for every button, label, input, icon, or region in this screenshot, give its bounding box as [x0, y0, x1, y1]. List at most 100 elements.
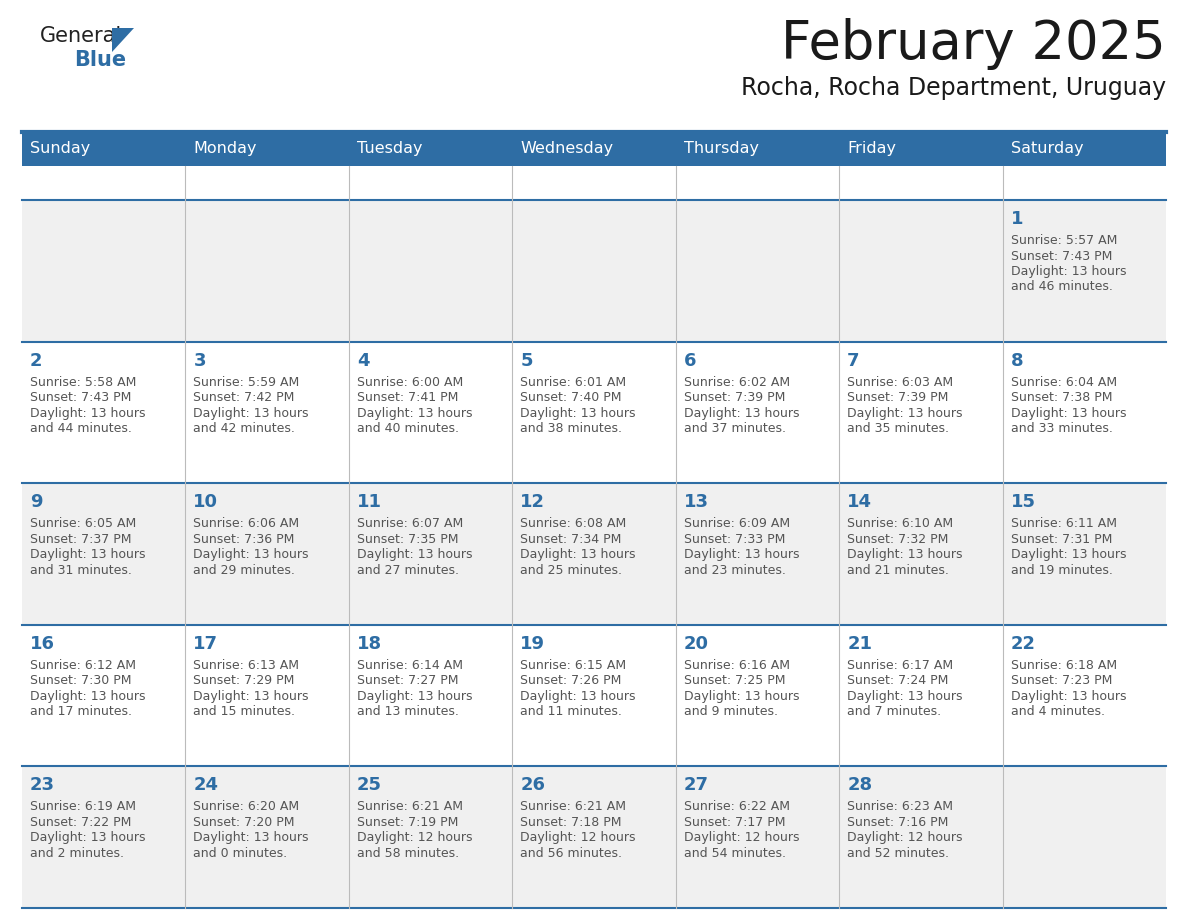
Text: Sunrise: 6:14 AM: Sunrise: 6:14 AM — [356, 659, 463, 672]
Text: Sunset: 7:43 PM: Sunset: 7:43 PM — [1011, 250, 1112, 263]
Text: 22: 22 — [1011, 635, 1036, 653]
Text: Sunset: 7:42 PM: Sunset: 7:42 PM — [194, 391, 295, 404]
Bar — [23, 341, 1165, 483]
Text: Sunrise: 6:06 AM: Sunrise: 6:06 AM — [194, 517, 299, 531]
Text: Rocha, Rocha Department, Uruguay: Rocha, Rocha Department, Uruguay — [741, 76, 1165, 100]
Text: 7: 7 — [847, 352, 860, 370]
Text: Sunrise: 6:01 AM: Sunrise: 6:01 AM — [520, 375, 626, 388]
Text: and 31 minutes.: and 31 minutes. — [30, 564, 132, 577]
Text: 21: 21 — [847, 635, 872, 653]
Text: Daylight: 13 hours: Daylight: 13 hours — [684, 689, 800, 703]
Text: Daylight: 13 hours: Daylight: 13 hours — [194, 407, 309, 420]
Text: and 40 minutes.: and 40 minutes. — [356, 422, 459, 435]
Bar — [23, 625, 1165, 767]
Text: Blue: Blue — [74, 50, 126, 70]
Text: Sunrise: 5:58 AM: Sunrise: 5:58 AM — [30, 375, 137, 388]
Text: and 23 minutes.: and 23 minutes. — [684, 564, 785, 577]
Text: Daylight: 12 hours: Daylight: 12 hours — [847, 832, 962, 845]
Text: 28: 28 — [847, 777, 872, 794]
Text: Sunrise: 6:16 AM: Sunrise: 6:16 AM — [684, 659, 790, 672]
Text: Daylight: 13 hours: Daylight: 13 hours — [30, 832, 145, 845]
Text: Daylight: 13 hours: Daylight: 13 hours — [684, 407, 800, 420]
Text: and 7 minutes.: and 7 minutes. — [847, 705, 941, 718]
Text: Sunrise: 6:12 AM: Sunrise: 6:12 AM — [30, 659, 135, 672]
Text: Friday: Friday — [847, 141, 896, 156]
Text: Daylight: 13 hours: Daylight: 13 hours — [847, 407, 962, 420]
Text: Daylight: 13 hours: Daylight: 13 hours — [520, 548, 636, 561]
Text: Daylight: 13 hours: Daylight: 13 hours — [1011, 407, 1126, 420]
Text: Thursday: Thursday — [684, 141, 759, 156]
Text: Daylight: 13 hours: Daylight: 13 hours — [1011, 689, 1126, 703]
Text: 9: 9 — [30, 493, 43, 511]
Bar — [23, 132, 1165, 166]
Text: and 37 minutes.: and 37 minutes. — [684, 422, 785, 435]
Text: 19: 19 — [520, 635, 545, 653]
Text: Sunset: 7:38 PM: Sunset: 7:38 PM — [1011, 391, 1112, 404]
Text: Daylight: 13 hours: Daylight: 13 hours — [1011, 548, 1126, 561]
Text: Sunset: 7:17 PM: Sunset: 7:17 PM — [684, 816, 785, 829]
Text: Tuesday: Tuesday — [356, 141, 423, 156]
Text: 5: 5 — [520, 352, 532, 370]
Text: Sunset: 7:19 PM: Sunset: 7:19 PM — [356, 816, 459, 829]
Text: Daylight: 13 hours: Daylight: 13 hours — [847, 548, 962, 561]
Text: Sunset: 7:41 PM: Sunset: 7:41 PM — [356, 391, 459, 404]
Text: Sunrise: 6:19 AM: Sunrise: 6:19 AM — [30, 800, 135, 813]
Text: 16: 16 — [30, 635, 55, 653]
Text: Daylight: 13 hours: Daylight: 13 hours — [30, 407, 145, 420]
Text: Sunrise: 6:17 AM: Sunrise: 6:17 AM — [847, 659, 953, 672]
Text: and 25 minutes.: and 25 minutes. — [520, 564, 623, 577]
Text: Sunset: 7:37 PM: Sunset: 7:37 PM — [30, 532, 132, 545]
Text: Sunrise: 6:15 AM: Sunrise: 6:15 AM — [520, 659, 626, 672]
Text: Saturday: Saturday — [1011, 141, 1083, 156]
Text: Sunrise: 6:11 AM: Sunrise: 6:11 AM — [1011, 517, 1117, 531]
Text: Daylight: 13 hours: Daylight: 13 hours — [684, 548, 800, 561]
Text: Sunset: 7:26 PM: Sunset: 7:26 PM — [520, 675, 621, 688]
Text: and 11 minutes.: and 11 minutes. — [520, 705, 623, 718]
Text: Sunset: 7:36 PM: Sunset: 7:36 PM — [194, 532, 295, 545]
Text: and 13 minutes.: and 13 minutes. — [356, 705, 459, 718]
Text: Sunset: 7:34 PM: Sunset: 7:34 PM — [520, 532, 621, 545]
Bar — [23, 200, 1165, 341]
Text: and 2 minutes.: and 2 minutes. — [30, 847, 124, 860]
Bar — [23, 483, 1165, 625]
Text: Sunset: 7:30 PM: Sunset: 7:30 PM — [30, 675, 132, 688]
Text: Sunset: 7:35 PM: Sunset: 7:35 PM — [356, 532, 459, 545]
Polygon shape — [112, 28, 134, 52]
Text: 23: 23 — [30, 777, 55, 794]
Text: and 19 minutes.: and 19 minutes. — [1011, 564, 1112, 577]
Text: Sunrise: 6:04 AM: Sunrise: 6:04 AM — [1011, 375, 1117, 388]
Text: and 4 minutes.: and 4 minutes. — [1011, 705, 1105, 718]
Text: Sunrise: 6:08 AM: Sunrise: 6:08 AM — [520, 517, 626, 531]
Text: Sunrise: 6:21 AM: Sunrise: 6:21 AM — [520, 800, 626, 813]
Text: Sunset: 7:25 PM: Sunset: 7:25 PM — [684, 675, 785, 688]
Text: 24: 24 — [194, 777, 219, 794]
Text: 11: 11 — [356, 493, 381, 511]
Text: February 2025: February 2025 — [782, 18, 1165, 70]
Text: Daylight: 13 hours: Daylight: 13 hours — [194, 548, 309, 561]
Text: 18: 18 — [356, 635, 383, 653]
Text: Sunrise: 6:10 AM: Sunrise: 6:10 AM — [847, 517, 953, 531]
Text: Sunset: 7:40 PM: Sunset: 7:40 PM — [520, 391, 621, 404]
Text: 12: 12 — [520, 493, 545, 511]
Text: Sunrise: 5:59 AM: Sunrise: 5:59 AM — [194, 375, 299, 388]
Text: Sunset: 7:39 PM: Sunset: 7:39 PM — [684, 391, 785, 404]
Text: and 15 minutes.: and 15 minutes. — [194, 705, 296, 718]
Text: and 58 minutes.: and 58 minutes. — [356, 847, 459, 860]
Text: Sunrise: 6:07 AM: Sunrise: 6:07 AM — [356, 517, 463, 531]
Text: 13: 13 — [684, 493, 709, 511]
Text: 6: 6 — [684, 352, 696, 370]
Text: Sunrise: 6:23 AM: Sunrise: 6:23 AM — [847, 800, 953, 813]
Text: Daylight: 13 hours: Daylight: 13 hours — [356, 407, 473, 420]
Text: Sunrise: 6:02 AM: Sunrise: 6:02 AM — [684, 375, 790, 388]
Text: and 9 minutes.: and 9 minutes. — [684, 705, 778, 718]
Text: Sunrise: 6:20 AM: Sunrise: 6:20 AM — [194, 800, 299, 813]
Text: 3: 3 — [194, 352, 206, 370]
Text: and 46 minutes.: and 46 minutes. — [1011, 281, 1112, 294]
Text: and 44 minutes.: and 44 minutes. — [30, 422, 132, 435]
Text: 27: 27 — [684, 777, 709, 794]
Text: Daylight: 12 hours: Daylight: 12 hours — [684, 832, 800, 845]
Text: and 21 minutes.: and 21 minutes. — [847, 564, 949, 577]
Text: Sunday: Sunday — [30, 141, 90, 156]
Text: Sunrise: 6:05 AM: Sunrise: 6:05 AM — [30, 517, 137, 531]
Text: Sunset: 7:24 PM: Sunset: 7:24 PM — [847, 675, 948, 688]
